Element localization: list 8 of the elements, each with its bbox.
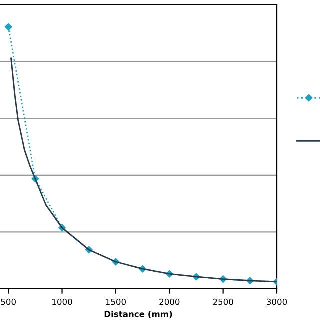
x-tick-label: 2000 [160, 298, 180, 306]
point [4, 23, 12, 31]
x-axis-title: Distance (mm) [104, 310, 172, 318]
x-tick-label: 1000 [52, 298, 72, 306]
x-tick-label: 3000 [267, 298, 288, 306]
x-tick-label: 1500 [106, 298, 126, 306]
x-tick-label: 500 [1, 298, 16, 306]
x-tick-label: 2500 [213, 298, 234, 306]
